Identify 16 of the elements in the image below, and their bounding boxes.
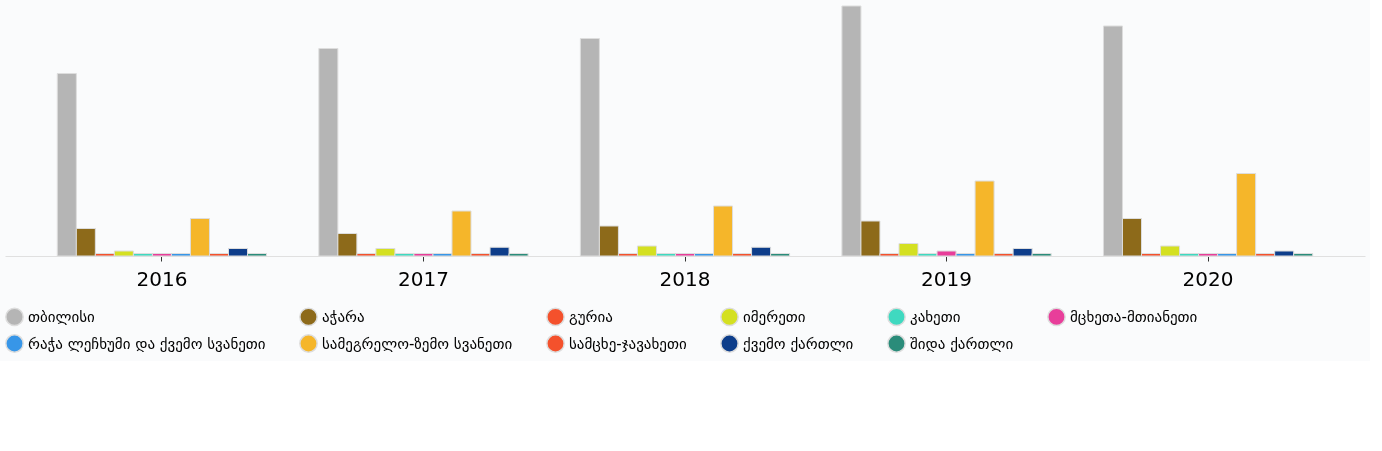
legend-label: კახეთი [910,307,961,326]
legend-label: მცხეთა-მთიანეთი [1070,307,1198,326]
legend-label: შიდა ქართლი [910,334,1014,353]
x-tick-label: 2017 [398,266,449,291]
x-tick-label: 2016 [136,266,188,291]
legend-label: გურია [569,307,613,326]
x-tick-label: 2019 [921,266,972,291]
legend-label: სამცხე-ჯავახეთი [569,334,687,353]
legend-label: რაჭა ლეჩხუმი და ქვემო სვანეთი [28,334,266,353]
legend-label: თბილისი [28,307,96,326]
legend-label: იმერეთი [743,307,806,326]
x-tick-label: 2020 [1182,266,1234,291]
legend-label: სამეგრელო-ზემო სვანეთი [322,334,513,353]
legend-label: ქვემო ქართლი [743,334,854,353]
legend-label: აჭარა [322,307,365,326]
x-tick-label: 2018 [659,266,711,291]
